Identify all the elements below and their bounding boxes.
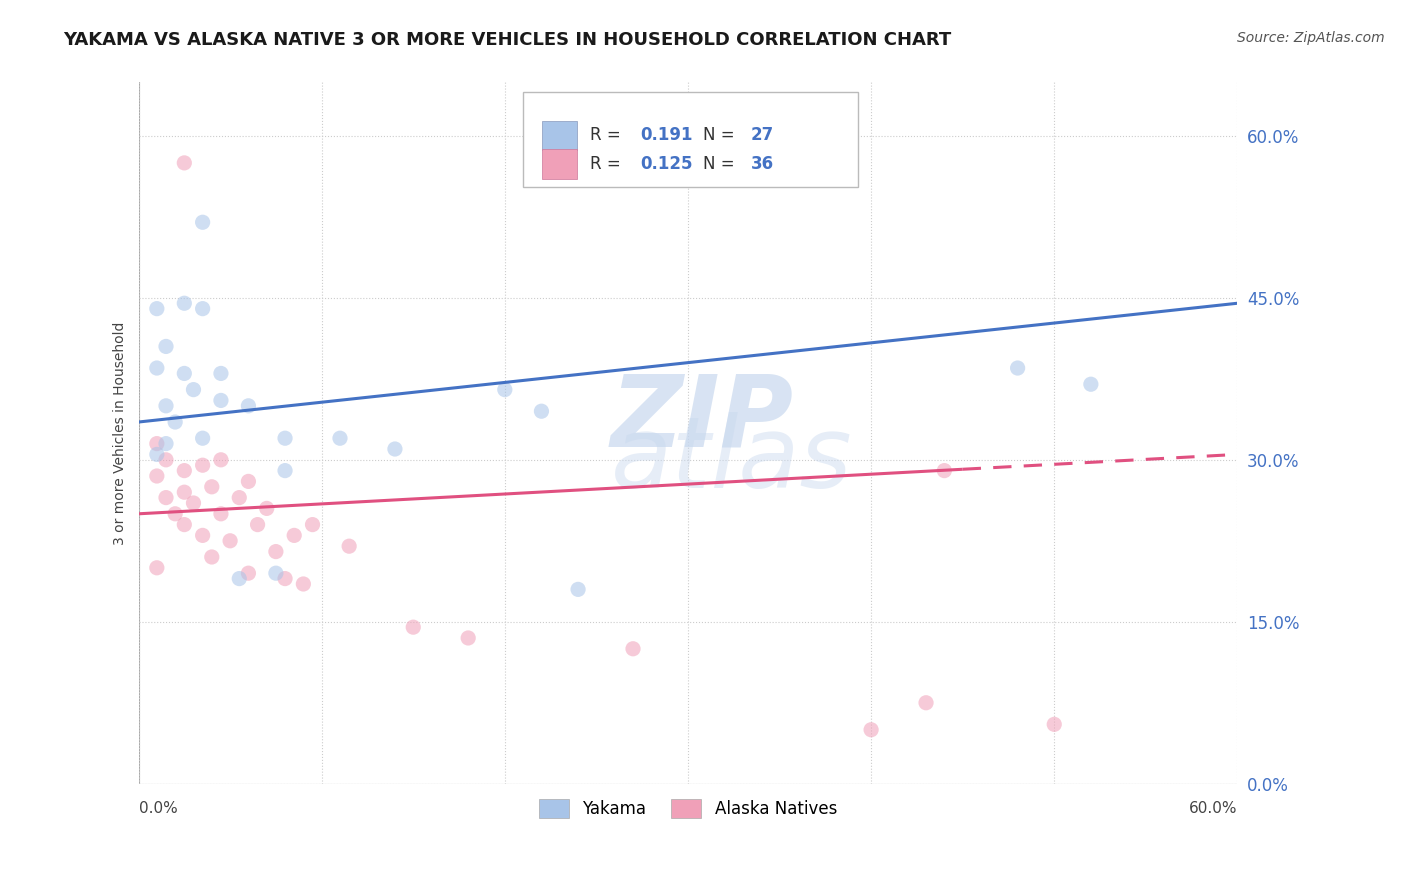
Point — [183, 383, 205, 397]
Point — [191, 215, 214, 229]
Point — [146, 301, 169, 316]
Point — [283, 528, 305, 542]
Point — [183, 496, 205, 510]
Point — [146, 561, 169, 575]
Point — [238, 475, 260, 489]
Point — [173, 517, 195, 532]
Point — [155, 436, 177, 450]
Point — [228, 491, 250, 505]
Text: 0.125: 0.125 — [641, 155, 693, 173]
Point — [201, 549, 224, 564]
Text: 0.0%: 0.0% — [139, 801, 177, 816]
Point — [155, 399, 177, 413]
Point — [191, 431, 214, 445]
FancyBboxPatch shape — [523, 93, 858, 187]
Point — [530, 404, 553, 418]
FancyBboxPatch shape — [541, 149, 576, 178]
Point — [915, 696, 938, 710]
Point — [228, 572, 250, 586]
Point — [165, 507, 187, 521]
Point — [274, 572, 297, 586]
Point — [457, 631, 479, 645]
Text: R =: R = — [591, 155, 626, 173]
Point — [146, 447, 169, 461]
Point — [274, 431, 297, 445]
Point — [146, 436, 169, 450]
Text: R =: R = — [591, 127, 626, 145]
Point — [337, 539, 360, 553]
Point — [146, 469, 169, 483]
Point — [155, 339, 177, 353]
Point — [209, 507, 232, 521]
Point — [209, 367, 232, 381]
Point — [301, 517, 323, 532]
Point — [173, 296, 195, 310]
Point — [155, 452, 177, 467]
Text: Source: ZipAtlas.com: Source: ZipAtlas.com — [1237, 31, 1385, 45]
Point — [402, 620, 425, 634]
Point — [191, 301, 214, 316]
Point — [621, 641, 644, 656]
Point — [274, 464, 297, 478]
Text: ZIP: ZIP — [612, 370, 794, 467]
Point — [219, 533, 242, 548]
Point — [567, 582, 589, 597]
Point — [191, 528, 214, 542]
Point — [329, 431, 352, 445]
Text: N =: N = — [703, 155, 740, 173]
Text: N =: N = — [703, 127, 740, 145]
Point — [494, 383, 516, 397]
Point — [256, 501, 278, 516]
Point — [173, 464, 195, 478]
Text: 0.191: 0.191 — [641, 127, 693, 145]
Point — [165, 415, 187, 429]
Point — [860, 723, 883, 737]
Point — [201, 480, 224, 494]
Y-axis label: 3 or more Vehicles in Household: 3 or more Vehicles in Household — [114, 321, 128, 544]
Point — [209, 393, 232, 408]
Point — [238, 566, 260, 581]
Point — [1043, 717, 1066, 731]
FancyBboxPatch shape — [541, 120, 576, 150]
Text: 27: 27 — [751, 127, 773, 145]
Point — [934, 464, 956, 478]
Point — [1080, 377, 1102, 392]
Text: 36: 36 — [751, 155, 773, 173]
Point — [191, 458, 214, 473]
Text: atlas: atlas — [612, 412, 852, 509]
Point — [246, 517, 269, 532]
Point — [173, 485, 195, 500]
Point — [238, 399, 260, 413]
Point — [209, 452, 232, 467]
Point — [173, 367, 195, 381]
Point — [173, 156, 195, 170]
Point — [264, 544, 287, 558]
Legend: Yakama, Alaska Natives: Yakama, Alaska Natives — [533, 792, 844, 824]
Point — [264, 566, 287, 581]
Point — [384, 442, 406, 456]
Text: YAKAMA VS ALASKA NATIVE 3 OR MORE VEHICLES IN HOUSEHOLD CORRELATION CHART: YAKAMA VS ALASKA NATIVE 3 OR MORE VEHICL… — [63, 31, 952, 49]
Text: 60.0%: 60.0% — [1189, 801, 1237, 816]
Point — [292, 577, 315, 591]
Point — [155, 491, 177, 505]
Point — [146, 361, 169, 376]
Point — [1007, 361, 1029, 376]
